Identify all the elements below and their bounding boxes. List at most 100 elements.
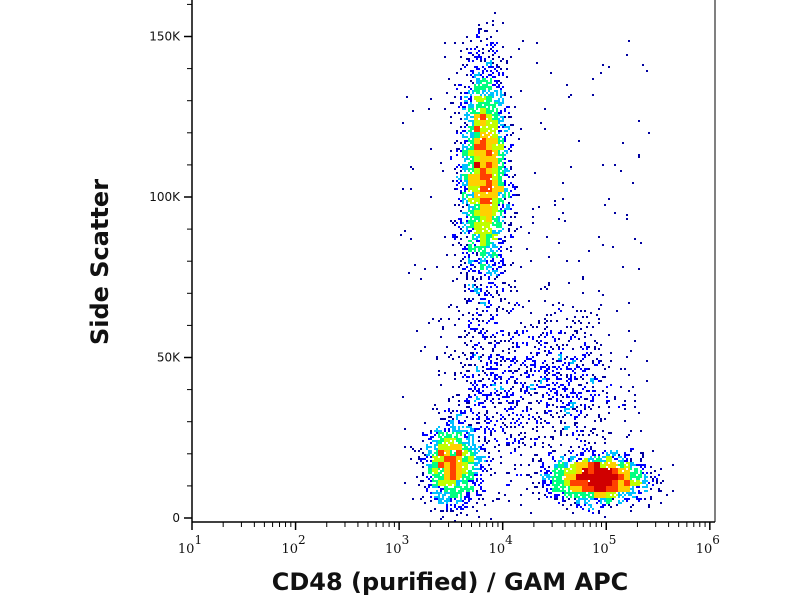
data-point — [478, 356, 480, 358]
data-point — [488, 98, 490, 100]
data-point — [450, 426, 452, 428]
data-point — [564, 484, 566, 486]
data-point — [410, 458, 412, 460]
data-point — [570, 496, 572, 498]
data-point — [414, 450, 416, 452]
data-point — [444, 448, 446, 450]
data-point — [446, 440, 448, 442]
data-point — [466, 426, 468, 428]
data-point — [472, 180, 474, 182]
data-point — [568, 340, 570, 342]
data-point — [554, 200, 556, 202]
data-point — [582, 276, 584, 278]
data-point — [506, 310, 508, 312]
data-point — [470, 154, 472, 156]
data-point — [476, 418, 478, 420]
data-point — [500, 222, 502, 224]
data-point — [462, 106, 464, 108]
data-point — [464, 176, 466, 178]
data-point — [514, 286, 516, 288]
data-point — [458, 456, 460, 458]
data-point — [464, 486, 466, 488]
data-point — [508, 126, 510, 128]
data-point — [462, 206, 464, 208]
data-point — [474, 112, 476, 114]
data-point — [550, 452, 552, 454]
data-point — [480, 380, 482, 382]
data-point — [530, 352, 532, 354]
data-point — [546, 490, 548, 492]
data-point — [440, 470, 442, 472]
data-point — [510, 408, 512, 410]
data-point — [440, 480, 442, 482]
data-point — [482, 378, 484, 380]
data-point — [464, 180, 466, 182]
data-point — [486, 64, 488, 66]
data-point — [440, 454, 442, 456]
data-point — [480, 234, 482, 236]
data-point — [472, 384, 474, 386]
data-point — [590, 504, 592, 506]
data-point — [472, 346, 474, 348]
data-point — [466, 180, 468, 182]
data-point — [578, 466, 580, 468]
data-point — [474, 220, 476, 222]
data-point — [508, 358, 510, 360]
data-point — [474, 188, 476, 190]
data-point — [578, 496, 580, 498]
data-point — [550, 472, 552, 474]
data-point — [494, 156, 496, 158]
data-point — [588, 390, 590, 392]
data-point — [564, 220, 566, 222]
data-point — [488, 358, 490, 360]
data-point — [496, 166, 498, 168]
data-point — [480, 252, 482, 254]
data-point — [598, 482, 600, 484]
data-point — [560, 444, 562, 446]
data-point — [538, 482, 540, 484]
data-point — [588, 488, 590, 490]
data-point — [498, 354, 500, 356]
data-point — [468, 154, 470, 156]
data-point — [572, 464, 574, 466]
data-point — [478, 148, 480, 150]
data-point — [568, 470, 570, 472]
data-point — [484, 230, 486, 232]
data-point — [540, 366, 542, 368]
data-point — [552, 482, 554, 484]
data-point — [450, 122, 452, 124]
data-point — [528, 336, 530, 338]
data-point — [576, 502, 578, 504]
data-point — [592, 470, 594, 472]
data-point — [558, 482, 560, 484]
data-point — [492, 160, 494, 162]
data-point — [494, 424, 496, 426]
data-point — [460, 444, 462, 446]
data-point — [484, 332, 486, 334]
data-point — [498, 450, 500, 452]
data-point — [476, 92, 478, 94]
data-point — [484, 228, 486, 230]
data-point — [582, 482, 584, 484]
data-point — [492, 150, 494, 152]
data-point — [518, 48, 520, 50]
data-point — [608, 198, 610, 200]
data-point — [540, 334, 542, 336]
data-point — [458, 466, 460, 468]
data-point — [478, 120, 480, 122]
data-point — [504, 188, 506, 190]
data-point — [450, 304, 452, 306]
data-point — [554, 494, 556, 496]
data-point — [500, 178, 502, 180]
data-point — [478, 116, 480, 118]
data-point — [462, 226, 464, 228]
data-point — [582, 462, 584, 464]
data-point — [454, 498, 456, 500]
data-point — [556, 368, 558, 370]
data-point — [554, 340, 556, 342]
data-point — [488, 150, 490, 152]
data-point — [462, 150, 464, 152]
data-point — [472, 124, 474, 126]
data-point — [592, 398, 594, 400]
data-point — [484, 106, 486, 108]
